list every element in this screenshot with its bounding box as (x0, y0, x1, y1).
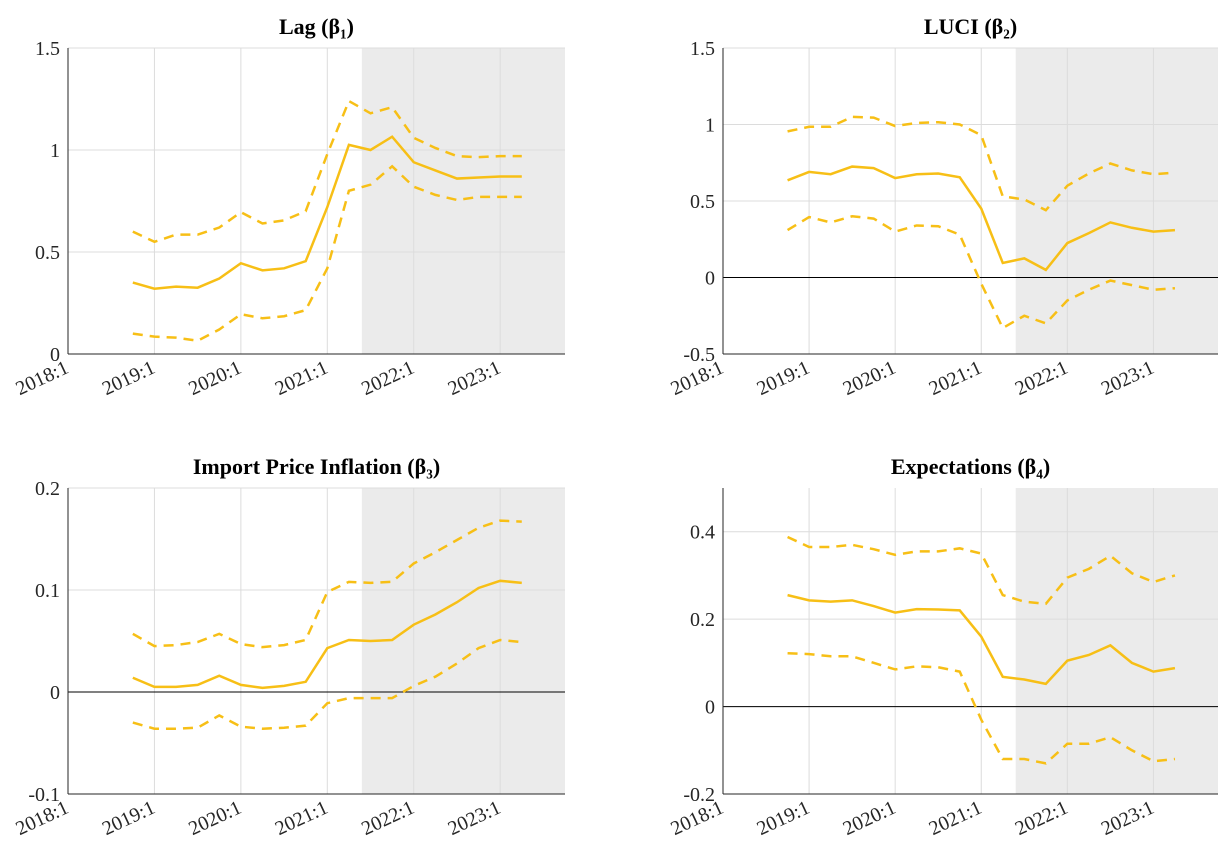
x-tick-label: 2019:1 (754, 357, 814, 400)
band-line (132, 638, 522, 730)
shaded-region (1015, 488, 1218, 794)
y-tick-label: 0 (705, 697, 715, 719)
estimate-line (132, 135, 522, 290)
y-tick-label: 0.2 (35, 478, 60, 500)
y-tick-label: 0 (50, 682, 60, 704)
y-tick-label: 1.5 (35, 38, 60, 60)
chart-title: Expectations (β₄) (891, 454, 1050, 479)
x-tick-label: 2023:1 (445, 357, 505, 400)
band-line (132, 164, 522, 343)
estimate-line (787, 165, 1176, 272)
x-tick-label: 2021:1 (926, 797, 986, 840)
x-tick-label: 2023:1 (1098, 357, 1158, 400)
chart-title: Import Price Inflation (β₃) (193, 454, 440, 479)
x-tick-label: 2018:1 (12, 357, 72, 400)
x-tick-label: 2020:1 (185, 797, 245, 840)
y-tick-label: 0 (705, 268, 715, 290)
y-tick-label: -0.2 (683, 784, 715, 806)
x-tick-label: 2019:1 (99, 357, 159, 400)
x-tick-label: 2019:1 (99, 797, 159, 840)
x-tick-label: 2021:1 (926, 357, 986, 400)
x-tick-label: 2020:1 (840, 797, 900, 840)
chart-title: LUCI (β₂) (924, 14, 1017, 39)
x-tick-label: 2022:1 (358, 797, 418, 840)
estimate-line (787, 593, 1176, 686)
shaded-region (361, 48, 565, 354)
x-tick-label: 2021:1 (272, 797, 332, 840)
x-tick-label: 2020:1 (840, 357, 900, 400)
band-line (787, 115, 1176, 212)
estimate-line (132, 579, 522, 690)
y-tick-label: 1 (705, 115, 715, 137)
y-tick-label: 1 (50, 140, 60, 162)
x-tick-label: 2022:1 (1012, 797, 1072, 840)
y-tick-label: -0.1 (28, 784, 60, 806)
y-tick-label: 1.5 (690, 38, 715, 60)
x-tick-label: 2023:1 (1098, 797, 1158, 840)
y-tick-label: 0.1 (35, 580, 60, 602)
y-tick-label: 0.4 (690, 522, 715, 544)
x-tick-label: 2019:1 (754, 797, 814, 840)
x-tick-label: 2021:1 (272, 357, 332, 400)
y-tick-label: 0 (50, 344, 60, 366)
y-tick-label: 0.5 (35, 242, 60, 264)
x-tick-label: 2022:1 (358, 357, 418, 400)
x-tick-label: 2023:1 (445, 797, 505, 840)
band-line (132, 99, 522, 244)
chart-title: Lag (β₁) (279, 14, 354, 39)
y-tick-label: 0.2 (690, 609, 715, 631)
y-tick-label: -0.5 (683, 344, 715, 366)
x-tick-label: 2022:1 (1012, 357, 1072, 400)
y-tick-label: 0.5 (690, 191, 715, 213)
band-line (787, 651, 1176, 765)
x-tick-label: 2020:1 (185, 357, 245, 400)
panel: 0 0.5 1 1.5 2018:1 2019:1 2020:1 2021:1 2022:1 20… (12, 14, 565, 400)
band-line (786, 215, 1176, 330)
shaded-region (361, 488, 565, 794)
band-line (132, 519, 522, 649)
